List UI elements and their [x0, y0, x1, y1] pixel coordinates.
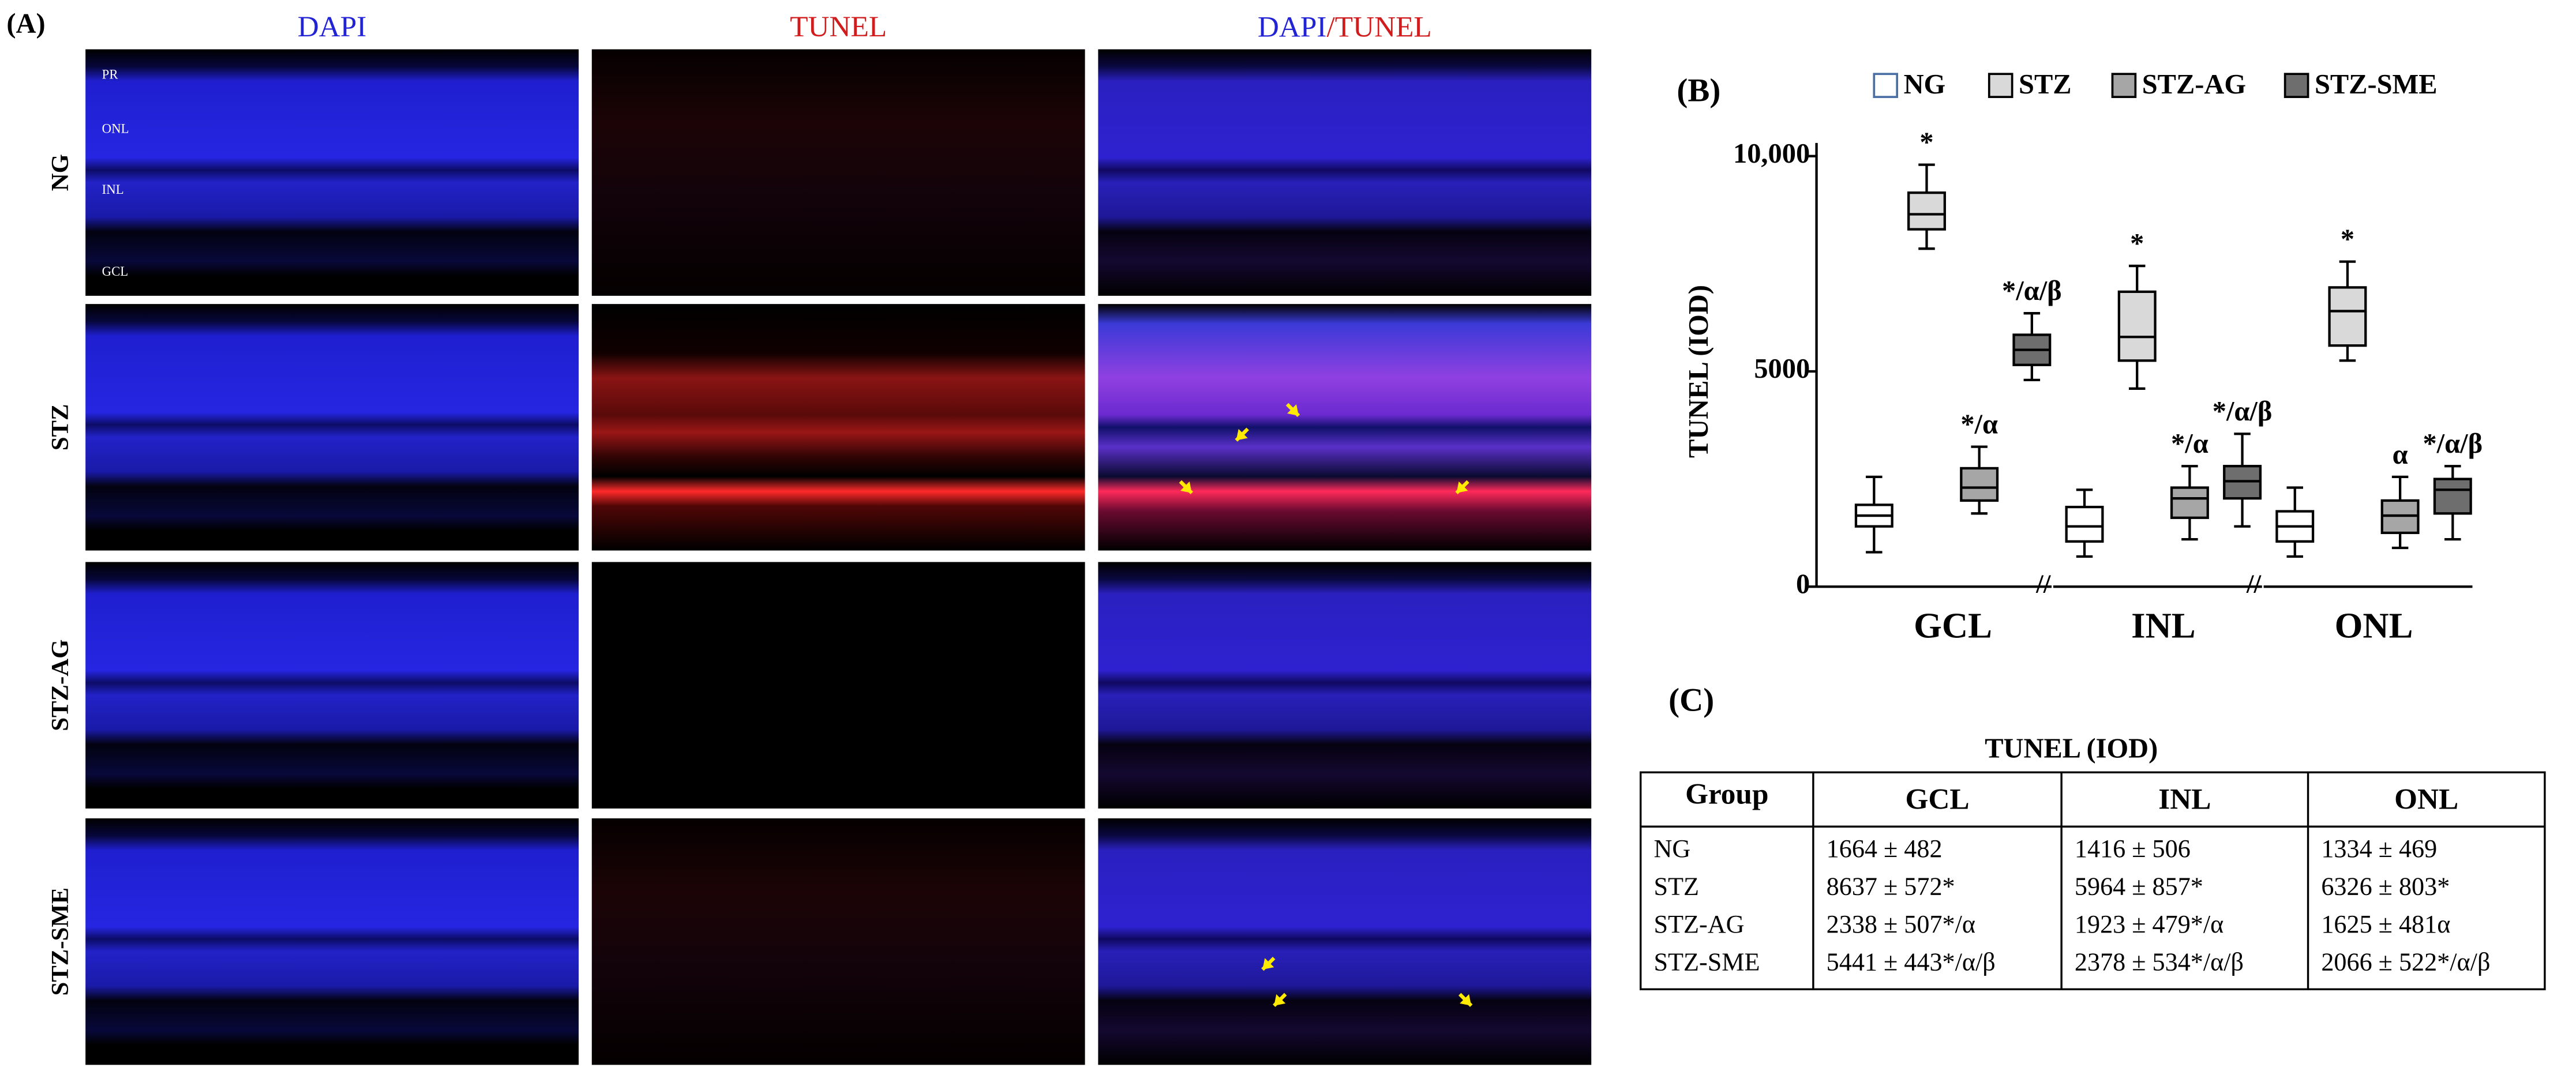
arrow-head — [1262, 958, 1274, 970]
micrograph — [85, 304, 579, 551]
row-label: STZ — [47, 404, 74, 450]
arrow-head — [1460, 994, 1472, 1006]
legend-swatch — [2111, 73, 2137, 98]
x-tick-label: ONL — [2335, 606, 2413, 646]
micrograph — [1098, 562, 1592, 809]
table-cell: 2066 ± 522*/α/β — [2321, 948, 2490, 976]
micrograph — [1098, 304, 1592, 551]
table-cell: 1416 ± 506 — [2075, 835, 2191, 863]
table-cell: 6326 ± 803* — [2321, 873, 2450, 901]
annotation: * — [2130, 228, 2144, 259]
panel-label: (B) — [1677, 72, 1720, 108]
row-label: NG — [47, 154, 74, 191]
y-tick-label: 5000 — [1754, 354, 1810, 384]
micrograph — [85, 49, 579, 296]
x-tick-label: INL — [2131, 606, 2195, 646]
panel-label: (C) — [1668, 682, 1714, 719]
x-tick-label: GCL — [1914, 606, 1992, 646]
micrograph — [591, 304, 1085, 551]
table-header: Group — [1685, 778, 1768, 811]
legend-label: STZ — [2019, 69, 2072, 100]
header-part: /TUNEL — [1327, 10, 1432, 43]
table-cell: 1334 ± 469 — [2321, 835, 2437, 863]
legend-swatch — [2283, 73, 2309, 98]
table-cell: 2378 ± 534*/α/β — [2075, 948, 2244, 976]
table-cell: NG — [1653, 835, 1690, 863]
table-cell: STZ — [1653, 873, 1699, 901]
table-header: GCL — [1905, 783, 1969, 815]
legend-label: NG — [1904, 69, 1946, 100]
micrograph — [591, 49, 1085, 296]
legend-label: STZ-AG — [2142, 69, 2246, 100]
micrograph — [85, 818, 579, 1065]
box — [1960, 467, 1999, 502]
arrow-head — [1287, 404, 1299, 416]
annotation: */α/β — [2002, 276, 2062, 306]
axis-break: // — [2246, 569, 2262, 599]
layer-label: GCL — [102, 264, 129, 279]
axis-break: // — [2035, 569, 2052, 599]
row-label: STZ-SME — [47, 888, 74, 996]
box — [1907, 191, 1946, 231]
annotation: α — [2393, 439, 2408, 470]
table-cell: 5964 ± 857* — [2075, 873, 2203, 901]
legend-label: STZ-SME — [2315, 69, 2438, 100]
table-cell: 1664 ± 482 — [1827, 835, 1943, 863]
box — [2065, 505, 2104, 543]
table-border — [1639, 771, 2546, 991]
y-tick-label: 10,000 — [1733, 138, 1810, 169]
annotation: */α — [1960, 409, 1998, 440]
table-cell: STZ-SME — [1653, 948, 1760, 976]
table-header: ONL — [2394, 783, 2458, 815]
header-part: DAPI — [1258, 10, 1327, 43]
arrow-head — [1456, 481, 1468, 493]
table-cell: STZ-AG — [1653, 910, 1744, 938]
annotation: * — [1919, 127, 1933, 158]
box — [2328, 286, 2367, 347]
micrograph — [85, 562, 579, 809]
micrograph — [1098, 818, 1592, 1065]
row-label: STZ-AG — [47, 640, 74, 731]
layer-label: INL — [102, 182, 124, 197]
table-cell: 2338 ± 507*/α — [1827, 910, 1975, 938]
box — [2433, 478, 2472, 515]
table-header: INL — [2158, 783, 2211, 815]
column-header: DAPI/TUNEL — [1258, 10, 1432, 43]
column-header: DAPI — [298, 10, 367, 43]
legend-swatch — [1873, 73, 1899, 98]
annotation: */α/β — [2423, 429, 2483, 459]
box — [2170, 486, 2209, 519]
annotation: */α — [2171, 429, 2208, 459]
arrow-head — [1180, 481, 1192, 493]
layer-label: ONL — [102, 121, 129, 136]
layer-label: PR — [102, 67, 119, 81]
table-cell: 1625 ± 481α — [2321, 910, 2450, 938]
table-cell: 5441 ± 443*/α/β — [1827, 948, 1996, 976]
annotation: * — [2341, 224, 2354, 255]
table-cell: 8637 ± 572* — [1827, 873, 1955, 901]
legend-swatch — [1988, 73, 2013, 98]
micrograph — [1098, 49, 1592, 296]
annotation: */α/β — [2213, 396, 2273, 427]
arrow-head — [1274, 994, 1286, 1006]
table-caption: TUNEL (IOD) — [1985, 733, 2158, 764]
panel-label: (A) — [6, 9, 45, 39]
micrograph — [591, 562, 1085, 809]
y-tick-label: 0 — [1796, 569, 1810, 599]
micrograph — [591, 818, 1085, 1065]
y-axis-label: TUNEL (IOD) — [1683, 285, 1714, 458]
box — [2117, 290, 2157, 362]
column-header: TUNEL — [790, 10, 887, 43]
table-cell: 1923 ± 479*/α — [2075, 910, 2223, 938]
arrow-head — [1236, 429, 1248, 441]
